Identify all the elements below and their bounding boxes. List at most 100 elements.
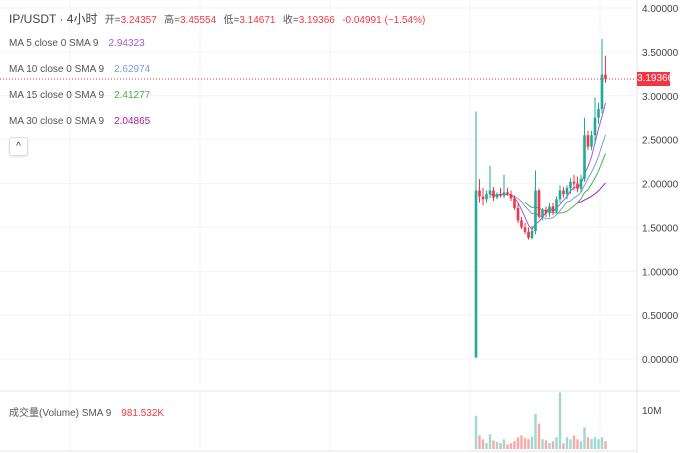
volume-bar [523, 438, 527, 449]
ma5-legend[interactable]: MA 5 close 0 SMA 9 2.94323 [9, 38, 149, 49]
volume-bar [597, 439, 600, 449]
candle-down [506, 192, 509, 195]
candle-down [523, 227, 527, 232]
candle-up [474, 190, 478, 358]
ma-value: 2.62974 [114, 64, 151, 75]
volume-bar [537, 423, 541, 449]
ma15-legend[interactable]: MA 15 close 0 SMA 9 2.41277 [9, 90, 154, 101]
candle-up [555, 199, 558, 212]
candle-down [509, 194, 513, 199]
volume-bar [565, 437, 569, 449]
candle-up [495, 194, 499, 198]
candle-down [516, 208, 520, 221]
candle-up [541, 209, 544, 217]
volume-label: 成交量(Volume) SMA 9 [9, 408, 112, 419]
ma-value: 2.94323 [108, 38, 145, 49]
volume-bar [520, 435, 523, 449]
volume-bar [488, 434, 492, 449]
candle-down [576, 183, 579, 189]
volume-bar [551, 441, 555, 449]
candles [474, 38, 607, 359]
price-tick: 4.00000 [642, 4, 679, 15]
candle-up [583, 135, 586, 180]
ma-label: MA 15 close 0 SMA 9 [9, 90, 105, 101]
volume-bar [604, 441, 607, 449]
candle-down [527, 231, 530, 238]
price-tick: 0.00000 [642, 355, 679, 366]
volume-bar [544, 440, 548, 449]
price-tick: 3.50000 [642, 48, 679, 59]
volume-bar [481, 439, 485, 449]
collapse-legend-button[interactable]: ^ [9, 137, 28, 156]
ma-line [577, 182, 606, 203]
volume-legend[interactable]: 成交量(Volume) SMA 9 981.532K [9, 404, 168, 419]
candle-down [551, 206, 555, 212]
volume-bar [586, 437, 590, 449]
close-value: 3.19366 [298, 15, 335, 26]
open-label: 开= [104, 15, 121, 26]
candle-down [537, 190, 541, 217]
volume-bar [562, 443, 565, 449]
high-label: 高= [164, 15, 180, 26]
moving-average-lines [489, 102, 606, 231]
volume-bar [502, 439, 506, 449]
volume-bar [576, 439, 579, 449]
candle-down [586, 135, 590, 147]
candle-down [562, 190, 565, 195]
grid [0, 7, 637, 360]
low-value: 3.14671 [239, 15, 276, 26]
ma-line [507, 134, 606, 220]
volume-bar [509, 443, 513, 449]
volume-bar [590, 439, 593, 449]
candle-up [565, 187, 569, 195]
volume-bar [499, 443, 502, 449]
candle-down [492, 190, 495, 198]
volume-bar [495, 441, 499, 449]
volume-bar [555, 437, 558, 449]
volume-bar [478, 435, 481, 449]
candle-down [544, 209, 548, 214]
close-label: 收= [282, 15, 299, 26]
volume-bar [474, 415, 478, 449]
price-tick: 1.00000 [642, 267, 679, 278]
price-tick: 3.00000 [642, 92, 679, 103]
volume-bars [474, 392, 607, 449]
ma30-legend[interactable]: MA 30 close 0 SMA 9 2.04865 [9, 116, 154, 127]
open-value: 3.24357 [120, 15, 157, 26]
candle-up [530, 230, 534, 238]
candle-up [569, 181, 572, 188]
candle-down [520, 220, 523, 228]
candle-up [597, 108, 600, 118]
high-value: 3.45554 [180, 15, 217, 26]
volume-bar [541, 439, 544, 449]
ma-label: MA 10 close 0 SMA 9 [9, 64, 105, 75]
chevron-up-icon: ^ [16, 141, 21, 152]
price-tick: 1.50000 [642, 223, 679, 234]
candle-up [558, 190, 562, 200]
symbol-title: IP/USDT · 4小时 [9, 12, 98, 26]
volume-bar [506, 444, 509, 449]
ma-label: MA 5 close 0 SMA 9 [9, 38, 99, 49]
ma10-legend[interactable]: MA 10 close 0 SMA 9 2.62974 [9, 64, 154, 75]
change-value: -0.04991 (−1.54%) [342, 15, 426, 26]
volume-bar [530, 436, 534, 449]
candle-down [478, 190, 481, 197]
volume-bar [558, 392, 562, 449]
candle-down [513, 198, 516, 209]
volume-bar [513, 441, 516, 449]
candle-up [502, 192, 506, 196]
candle-down [499, 194, 502, 196]
volume-bar [548, 443, 551, 449]
volume-bar [485, 443, 488, 449]
volume-bar [583, 427, 586, 449]
volume-bar [527, 439, 530, 449]
low-label: 低= [223, 15, 240, 26]
candle-down [604, 74, 607, 79]
candle-up [600, 74, 604, 109]
candle-up [485, 194, 488, 200]
price-axis[interactable]: 4.00000 3.50000 3.00000 2.50000 2.00000 1.500… [642, 4, 679, 366]
volume-bar [534, 413, 537, 449]
price-tick: 2.50000 [642, 136, 679, 147]
volume-bar [600, 437, 604, 449]
